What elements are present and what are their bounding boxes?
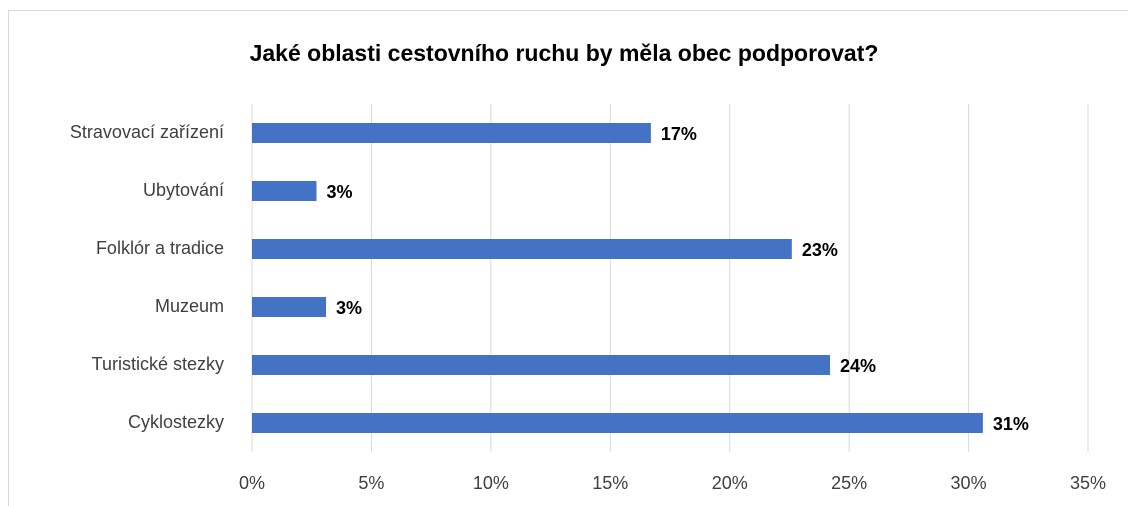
bar (252, 413, 983, 433)
x-tick-label: 10% (473, 473, 509, 493)
y-tick-label: Cyklostezky (128, 412, 224, 432)
data-label: 24% (840, 356, 876, 376)
data-label: 3% (336, 298, 362, 318)
data-label: 23% (802, 240, 838, 260)
x-tick-label: 35% (1070, 473, 1106, 493)
bar (252, 239, 792, 259)
x-tick-label: 20% (712, 473, 748, 493)
data-label: 31% (993, 414, 1029, 434)
bar (252, 123, 651, 143)
x-tick-label: 0% (239, 473, 265, 493)
y-tick-label: Folklór a tradice (96, 238, 224, 258)
x-tick-label: 5% (358, 473, 384, 493)
y-tick-label: Turistické stezky (92, 354, 224, 374)
data-label: 3% (326, 182, 352, 202)
bar (252, 297, 327, 317)
chart-title: Jaké oblasti cestovního ruchu by měla ob… (250, 40, 879, 66)
x-tick-label: 25% (831, 473, 867, 493)
y-tick-label: Muzeum (155, 296, 224, 316)
x-tick-label: 30% (951, 473, 987, 493)
bar (252, 355, 831, 375)
data-label: 17% (661, 124, 697, 144)
y-tick-label: Stravovací zařízení (70, 122, 224, 142)
bar (252, 181, 317, 201)
x-tick-label: 15% (592, 473, 628, 493)
y-tick-label: Ubytování (143, 180, 224, 200)
